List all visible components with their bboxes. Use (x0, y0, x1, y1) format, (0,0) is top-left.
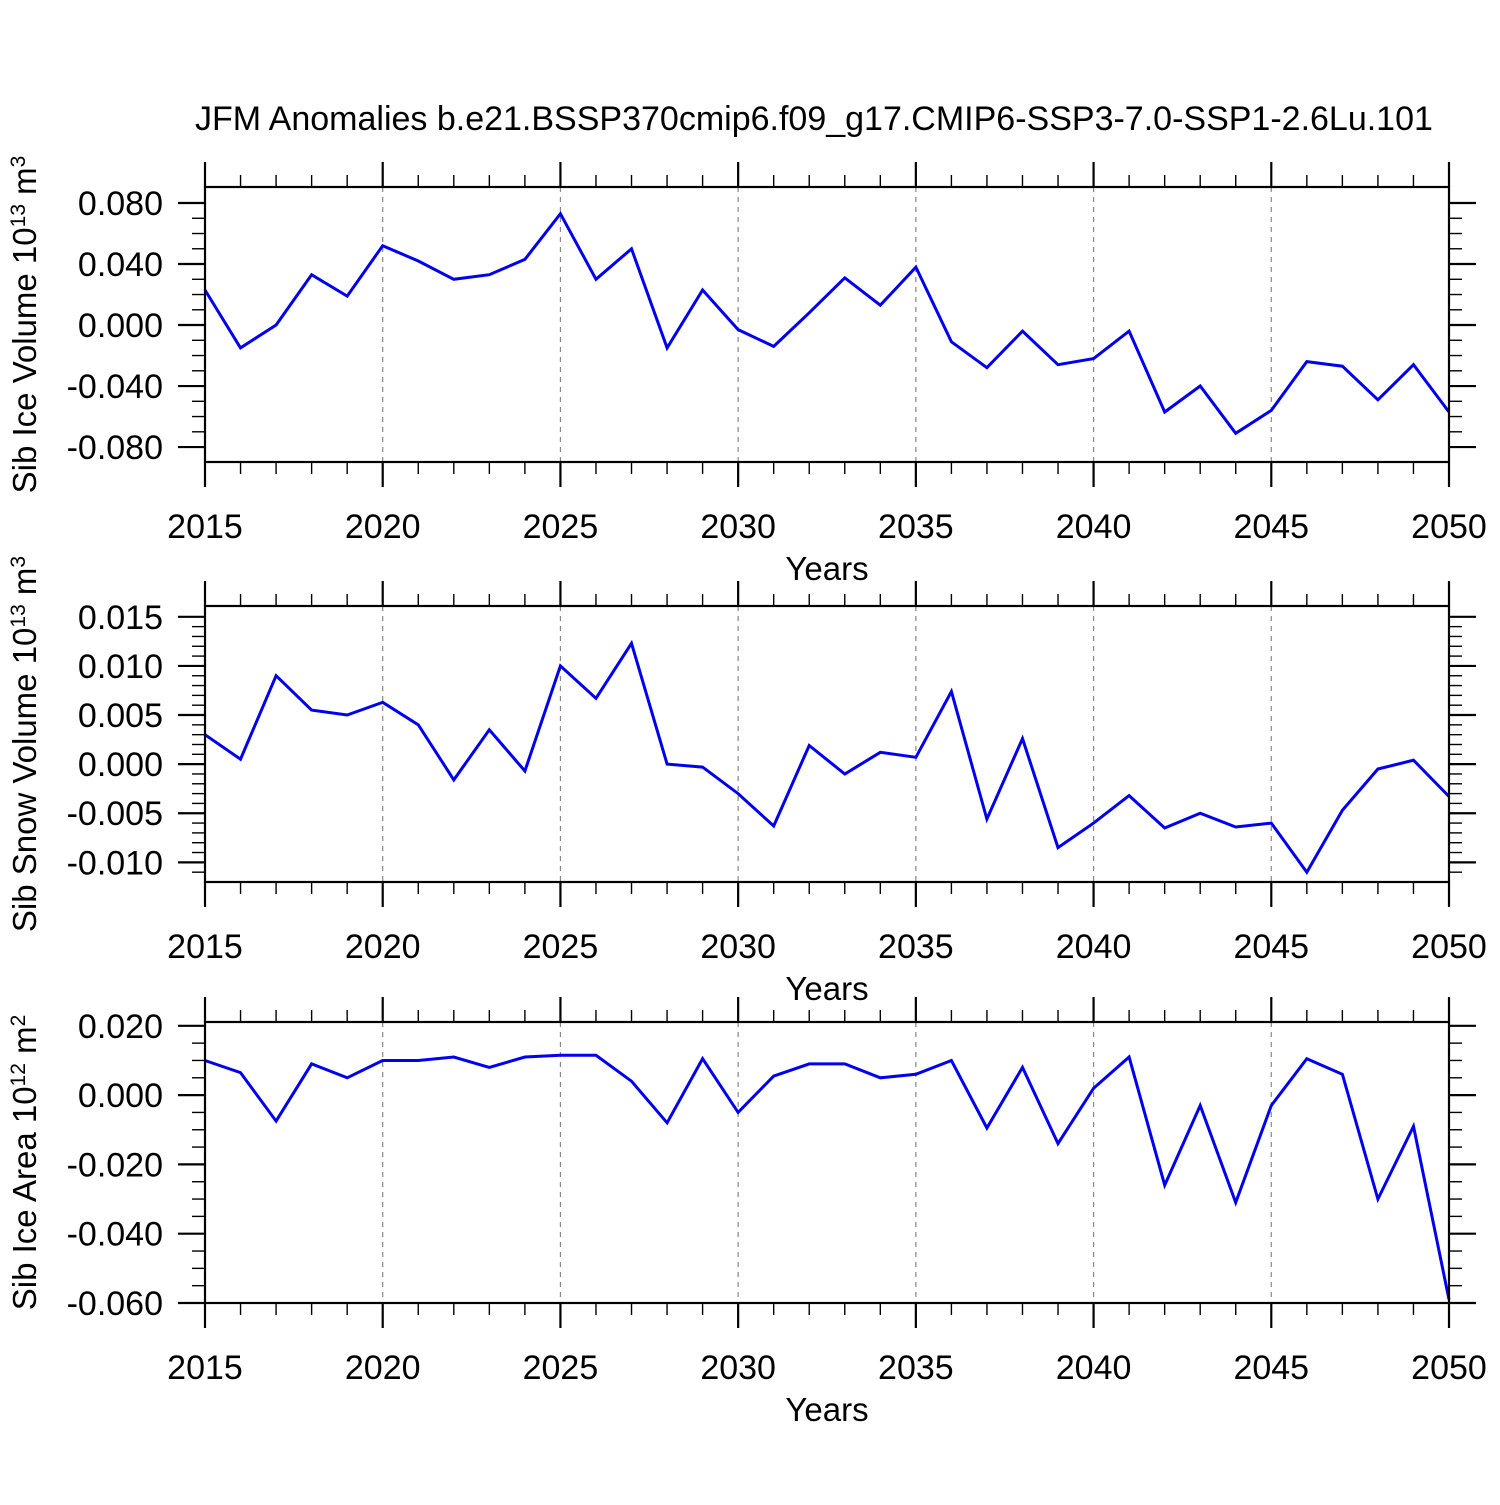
y-tick-label: 0.020 (78, 1008, 163, 1046)
x-axis-title: Years (785, 1391, 868, 1428)
y-tick-label: 0.005 (78, 697, 163, 735)
x-tick-label: 2040 (1056, 928, 1132, 966)
y-axis-label: Sib Ice Volume 1013 m3 (6, 156, 43, 494)
x-tick-label: 2045 (1233, 928, 1309, 966)
x-tick-label: 2015 (167, 928, 243, 966)
y-axis-label-part: Sib Ice Volume 10 (6, 227, 43, 493)
figure-title: JFM Anomalies b.e21.BSSP370cmip6.f09_g17… (195, 100, 1433, 138)
plot-frame (203, 1020, 1451, 1305)
y-axis-label-superscript: 13 (7, 204, 30, 227)
x-tick-label: 2025 (523, 1349, 599, 1387)
y-axis-label-superscript: 2 (7, 1015, 30, 1027)
x-axis-title: Years (785, 550, 868, 587)
x-tick-label: 2035 (878, 928, 954, 966)
sib-snow-volume-line (204, 639, 1451, 875)
panel-sib-ice-volume: 2015 2020 2025 2030 2035 2040 2045 2050 0.080 0.0… (6, 156, 1487, 587)
y-tick-label: 0.040 (78, 246, 163, 284)
x-tick-label: 2045 (1233, 1349, 1309, 1387)
x-tick-label: 2050 (1411, 928, 1487, 966)
y-axis-label-superscript: 12 (7, 1063, 30, 1086)
y-axis-label: Sib Ice Area 1012 m2 (6, 1015, 43, 1311)
y-tick-label: 0.015 (78, 599, 163, 637)
y-tick-label: 0.080 (78, 185, 163, 223)
x-tick-label: 2025 (523, 928, 599, 966)
x-tick-label: 2020 (345, 1349, 421, 1387)
x-tick-label: 2030 (700, 928, 776, 966)
x-tick-label: 2015 (167, 508, 243, 546)
plot-frame (203, 604, 1451, 884)
y-axis-label-superscript: 13 (7, 604, 30, 627)
y-tick-label: -0.040 (67, 368, 163, 406)
y-axis-label: Sib Snow Volume 1013 m3 (6, 556, 43, 932)
x-tick-label: 2030 (700, 1349, 776, 1387)
y-tick-label: -0.010 (67, 844, 163, 882)
y-axis-label-part: Sib Ice Area 10 (6, 1086, 43, 1310)
x-tick-label: 2020 (345, 508, 421, 546)
y-axis-label-superscript: 3 (7, 556, 30, 568)
x-tick-label: 2035 (878, 1349, 954, 1387)
y-tick-label: 0.000 (78, 307, 163, 345)
y-tick-label: 0.000 (78, 1077, 163, 1115)
y-tick-label: 0.010 (78, 648, 163, 686)
y-tick-label: -0.040 (67, 1216, 163, 1254)
y-axis-label-part: m (6, 1026, 43, 1063)
x-tick-label: 2020 (345, 928, 421, 966)
sib-ice-area-line (204, 1053, 1451, 1300)
y-tick-label: -0.005 (67, 795, 163, 833)
x-tick-label: 2015 (167, 1349, 243, 1387)
y-tick-label: -0.020 (67, 1146, 163, 1184)
sib-ice-volume-line (203, 210, 1451, 436)
x-tick-label: 2040 (1056, 508, 1132, 546)
x-tick-label: 2050 (1411, 1349, 1487, 1387)
panel-sib-snow-volume: 2015 2020 2025 2030 2035 2040 2045 2050 0.015 0.0… (6, 556, 1487, 1007)
x-tick-label: 2040 (1056, 1349, 1132, 1387)
x-tick-label: 2050 (1411, 508, 1487, 546)
y-tick-label: 0.000 (78, 746, 163, 784)
panel-sib-ice-area: 2015 2020 2025 2030 2035 2040 2045 2050 0.020 0.0… (6, 997, 1487, 1428)
x-tick-label: 2035 (878, 508, 954, 546)
y-tick-label: -0.060 (67, 1285, 163, 1323)
x-tick-label: 2045 (1233, 508, 1309, 546)
x-tick-label: 2025 (523, 508, 599, 546)
y-axis-label-part: m (6, 568, 43, 605)
y-tick-label: -0.080 (67, 429, 163, 467)
y-axis-label-part: Sib Snow Volume 10 (6, 628, 43, 933)
x-axis-title: Years (785, 970, 868, 1007)
y-axis-label-superscript: 3 (7, 156, 30, 168)
plot-frame (203, 185, 1451, 464)
y-axis-label-part: m (6, 167, 43, 204)
x-tick-label: 2030 (700, 508, 776, 546)
